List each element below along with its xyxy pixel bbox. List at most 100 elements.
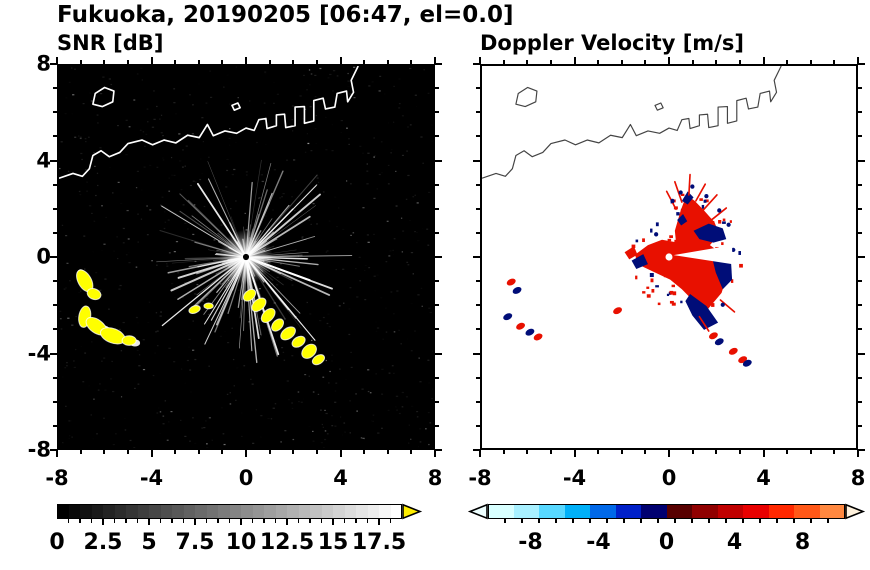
colorbar-segment xyxy=(666,504,693,519)
axis-tick xyxy=(833,60,836,64)
colorbar-tick xyxy=(606,519,608,523)
axis-tick xyxy=(339,450,342,457)
colorbar-tick xyxy=(113,519,116,523)
colorbar-segment xyxy=(218,504,231,519)
colorbar-segment xyxy=(344,504,357,519)
axis-tick xyxy=(473,63,480,65)
axis-tick xyxy=(386,60,389,64)
colorbar-segment xyxy=(137,504,150,519)
colorbar-segment xyxy=(717,504,744,519)
axis-tick xyxy=(126,450,129,454)
axis-tick xyxy=(435,328,439,331)
coastline xyxy=(482,66,782,179)
colorbar-frame xyxy=(488,504,845,519)
axis-tick xyxy=(339,57,342,64)
coastline xyxy=(59,66,359,180)
colorbar-tick-label: -4 xyxy=(586,530,611,555)
axis-tick xyxy=(858,207,862,210)
x-axis-tick-label: -4 xyxy=(139,466,164,490)
velocity-plot-area xyxy=(480,64,858,450)
colorbar-tick-label: 7.5 xyxy=(175,530,215,555)
axis-tick xyxy=(526,60,529,64)
colorbar-segment xyxy=(794,504,821,519)
colorbar-tick xyxy=(286,519,288,525)
axis-tick xyxy=(410,60,413,64)
colorbar-segment xyxy=(57,504,70,519)
figure-title: Fukuoka, 20190205 [06:47, el=0.0] xyxy=(57,2,514,28)
axis-tick xyxy=(476,87,480,90)
colorbar-segment xyxy=(564,504,591,519)
colorbar-tick xyxy=(555,519,557,523)
axis-tick xyxy=(476,400,480,403)
axis-tick xyxy=(53,400,57,403)
axis-tick xyxy=(858,87,862,90)
colorbar-tick-label: -8 xyxy=(518,530,543,555)
axis-tick xyxy=(50,256,57,258)
axis-tick xyxy=(668,450,670,457)
colorbar-tick xyxy=(67,519,70,523)
axis-tick xyxy=(435,256,442,258)
axis-tick xyxy=(53,328,57,331)
axis-tick xyxy=(476,304,480,307)
colorbar-tick xyxy=(504,519,506,523)
axis-tick xyxy=(476,231,480,234)
axis-tick xyxy=(473,256,480,258)
axis-tick xyxy=(268,60,271,64)
axis-tick xyxy=(691,450,694,454)
colorbar-segment xyxy=(149,504,162,519)
axis-tick xyxy=(56,450,58,457)
colorbar-segment xyxy=(590,504,617,519)
axis-tick xyxy=(53,280,57,283)
y-axis-tick-label: 8 xyxy=(36,51,51,76)
axis-tick xyxy=(174,450,177,454)
colorbar-segment xyxy=(206,504,219,519)
colorbar-segment xyxy=(379,504,392,519)
axis-tick xyxy=(597,450,600,454)
axis-tick xyxy=(858,135,862,138)
noise-speckle xyxy=(59,66,433,448)
colorbar-tick xyxy=(623,519,625,523)
velocity-ppi-image xyxy=(482,66,856,448)
axis-tick xyxy=(53,376,57,379)
colorbar-tick xyxy=(657,519,659,523)
axis-tick xyxy=(858,400,862,403)
colorbar-tick xyxy=(320,519,323,523)
colorbar-tick-label: 0 xyxy=(49,530,65,555)
colorbar-frame xyxy=(57,504,402,519)
x-axis-tick-label: 8 xyxy=(427,466,443,490)
axis-tick xyxy=(435,424,439,427)
axis-tick xyxy=(644,450,647,454)
colorbar-tick xyxy=(228,519,231,523)
axis-tick xyxy=(502,450,505,454)
colorbar-tick xyxy=(274,519,277,523)
x-axis-tick-label: -4 xyxy=(562,466,587,490)
axis-tick xyxy=(435,159,442,162)
axis-tick xyxy=(715,450,718,454)
colorbar-segment xyxy=(310,504,323,519)
axis-tick xyxy=(103,450,106,454)
axis-tick xyxy=(715,60,718,64)
axis-tick xyxy=(858,183,862,186)
colorbar-segment xyxy=(539,504,566,519)
colorbar-tick xyxy=(572,519,574,523)
axis-tick xyxy=(435,183,439,186)
colorbar-segment xyxy=(641,504,668,519)
colorbar-segment xyxy=(160,504,173,519)
axis-tick xyxy=(386,450,389,454)
colorbar-tick-label: 12.5 xyxy=(259,530,315,555)
colorbar-tick-label: 17.5 xyxy=(351,530,407,555)
axis-tick xyxy=(786,60,789,64)
colorbar-overflow-arrow xyxy=(402,503,423,520)
colorbar-tick xyxy=(810,519,812,523)
axis-tick xyxy=(197,60,200,64)
colorbar-tick xyxy=(355,519,357,523)
axis-tick xyxy=(292,60,295,64)
axis-tick xyxy=(245,57,247,64)
axis-tick xyxy=(53,111,57,114)
axis-tick xyxy=(245,450,247,457)
colorbar-segment xyxy=(819,504,846,519)
x-axis-tick-label: 0 xyxy=(661,466,677,490)
colorbar-segment xyxy=(114,504,127,519)
colorbar-underflow-arrow xyxy=(467,503,488,520)
